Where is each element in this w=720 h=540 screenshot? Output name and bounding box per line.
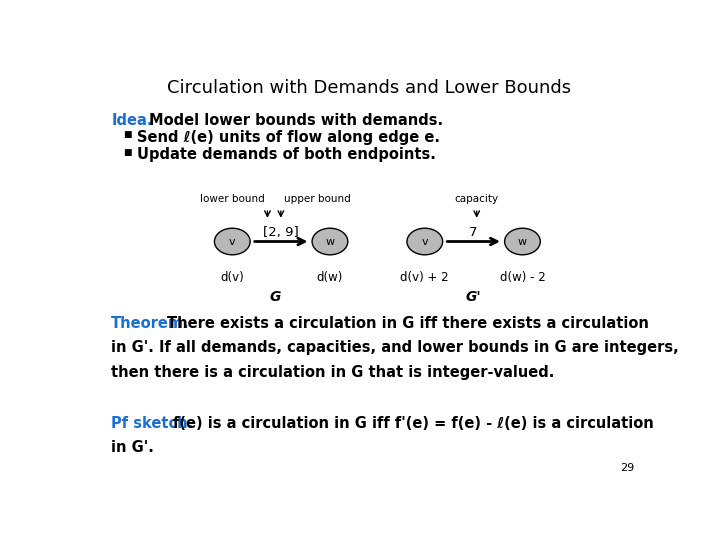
Circle shape — [312, 228, 348, 255]
Text: ■: ■ — [124, 148, 132, 157]
Text: Send ℓ(e) units of flow along edge e.: Send ℓ(e) units of flow along edge e. — [138, 130, 441, 145]
Text: Pf sketch.: Pf sketch. — [111, 416, 194, 431]
Text: capacity: capacity — [454, 194, 499, 204]
Text: Idea.: Idea. — [111, 113, 153, 127]
Text: 29: 29 — [620, 463, 634, 473]
Text: upper bound: upper bound — [284, 194, 351, 204]
Text: 7: 7 — [469, 226, 478, 239]
Text: d(v) + 2: d(v) + 2 — [400, 272, 449, 285]
Text: Theorem.: Theorem. — [111, 316, 190, 332]
Text: d(w): d(w) — [317, 272, 343, 285]
Text: f(e) is a circulation in G iff f'(e) = f(e) - ℓ(e) is a circulation: f(e) is a circulation in G iff f'(e) = f… — [173, 416, 653, 431]
Text: d(w) - 2: d(w) - 2 — [500, 272, 545, 285]
Text: G: G — [270, 290, 282, 304]
Circle shape — [505, 228, 540, 255]
Text: then there is a circulation in G that is integer-valued.: then there is a circulation in G that is… — [111, 364, 554, 380]
Text: d(v): d(v) — [220, 272, 244, 285]
Text: Update demands of both endpoints.: Update demands of both endpoints. — [138, 147, 436, 162]
Text: lower bound: lower bound — [200, 194, 265, 204]
Text: ■: ■ — [124, 131, 132, 139]
Text: v: v — [229, 237, 235, 247]
Text: v: v — [421, 237, 428, 247]
Text: There exists a circulation in G iff there exists a circulation: There exists a circulation in G iff ther… — [167, 316, 649, 332]
Text: in G'. If all demands, capacities, and lower bounds in G are integers,: in G'. If all demands, capacities, and l… — [111, 341, 679, 355]
Text: Model lower bounds with demands.: Model lower bounds with demands. — [148, 113, 443, 127]
Circle shape — [215, 228, 250, 255]
Text: w: w — [325, 237, 335, 247]
Text: in G'.: in G'. — [111, 440, 154, 455]
Circle shape — [407, 228, 443, 255]
Text: G': G' — [466, 290, 482, 304]
Text: [2, 9]: [2, 9] — [264, 226, 299, 239]
Text: Circulation with Demands and Lower Bounds: Circulation with Demands and Lower Bound… — [167, 79, 571, 97]
Text: w: w — [518, 237, 527, 247]
